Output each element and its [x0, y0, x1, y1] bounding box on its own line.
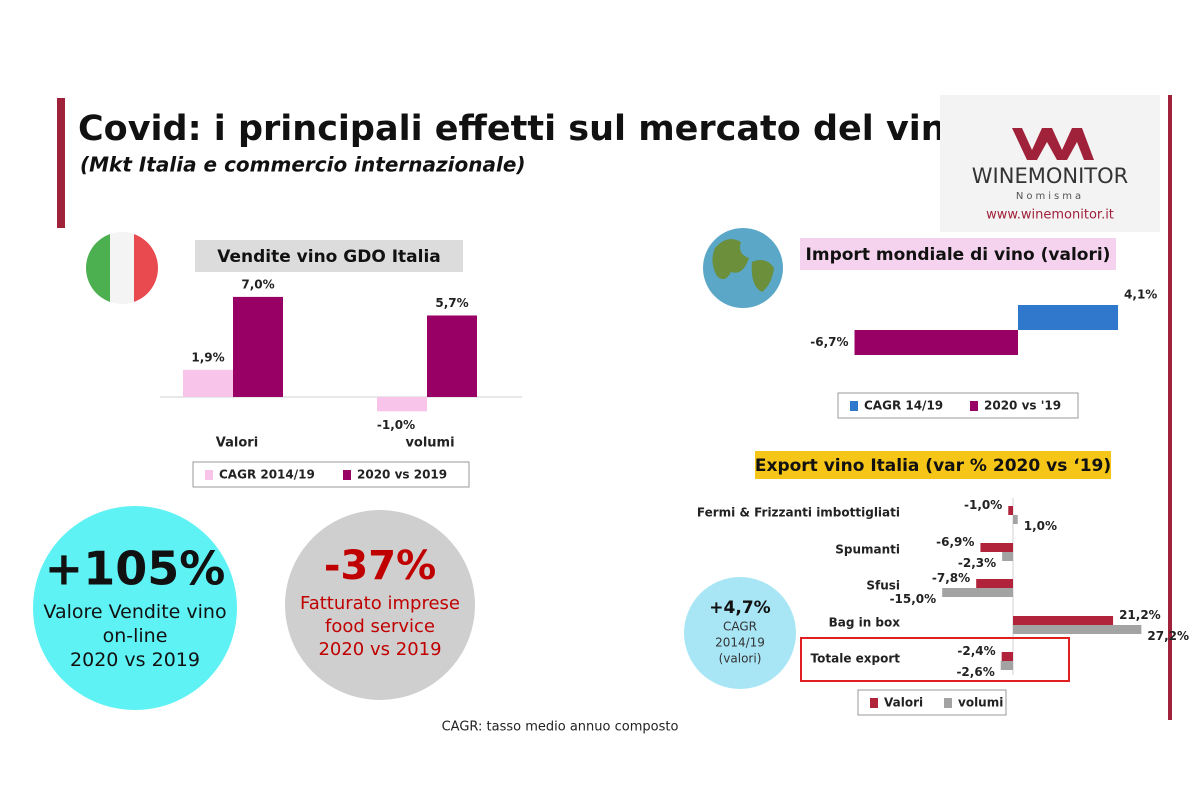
callout-text: food service [325, 616, 435, 637]
callout-value: +105% [45, 542, 226, 596]
legend-label: Valori [884, 696, 923, 710]
logo: WINEMONITOR Nomisma www.winemonitor.it [940, 95, 1160, 232]
legend-label: 2020 vs '19 [984, 399, 1061, 413]
data-label: 27,2% [1147, 629, 1189, 643]
logo-box [940, 95, 1160, 232]
bar [980, 543, 1013, 552]
legend-box [857, 689, 1007, 716]
accent-bar [57, 98, 65, 228]
bar [233, 296, 283, 397]
highlight-box [800, 637, 1070, 682]
chart-title: Import mondiale di vino (valori) [806, 245, 1111, 265]
bar [1013, 515, 1018, 524]
data-label: 21,2% [1119, 608, 1161, 622]
page-subtitle: (Mkt Italia e commercio internazionale) [80, 153, 526, 177]
y-tick-label: Sfusi [866, 579, 900, 593]
globe [703, 228, 783, 308]
data-label: 1,0% [1024, 519, 1057, 533]
callout-circle [285, 510, 475, 700]
data-label: 4,1% [1124, 288, 1157, 302]
bar [854, 330, 1018, 355]
legend-swatch [870, 698, 878, 708]
x-tick-label: Valori [216, 436, 258, 451]
bar [1002, 552, 1013, 561]
legend-label: CAGR 2014/19 [219, 468, 315, 482]
bar [183, 369, 233, 397]
data-label: -2,4% [957, 644, 995, 658]
callout-text: 2014/19 [715, 635, 765, 649]
logo-url: www.winemonitor.it [986, 208, 1114, 223]
data-label: -7,8% [932, 571, 970, 585]
data-label: -2,3% [958, 556, 996, 570]
legend-box [837, 392, 1079, 419]
y-tick-label: Bag in box [829, 616, 901, 630]
data-label: -2,6% [956, 665, 994, 679]
bar [1013, 625, 1142, 634]
logo-tagline: Nomisma [1016, 191, 1084, 202]
data-label: -1,0% [964, 498, 1002, 512]
legend-label: CAGR 14/19 [864, 399, 943, 413]
legend-label: volumi [958, 696, 1003, 710]
italy-flag [86, 232, 158, 304]
y-tick-label: Fermi & Frizzanti imbottigliati [697, 506, 900, 520]
chart-title: Vendite vino GDO Italia [217, 247, 441, 267]
legend-swatch [850, 401, 858, 411]
data-label: -1,0% [377, 418, 415, 432]
callout-value: -37% [324, 543, 436, 589]
data-label: -6,9% [936, 535, 974, 549]
callout-text: 2020 vs 2019 [70, 649, 200, 671]
data-label: 7,0% [241, 277, 274, 291]
callout-value: +4,7% [709, 598, 770, 618]
bar [942, 588, 1013, 597]
page-title: Covid: i principali effetti sul mercato … [78, 109, 970, 149]
legend-swatch [944, 698, 952, 708]
data-label: -15,0% [890, 592, 937, 606]
bar [1018, 305, 1119, 330]
bar [1008, 506, 1013, 515]
accent-line [1168, 95, 1172, 720]
callout-text: 2020 vs 2019 [318, 639, 441, 660]
callout-text: Fatturato imprese [300, 593, 460, 614]
legend-swatch [343, 470, 351, 480]
callout-circle [33, 506, 237, 710]
callout-text: on-line [103, 625, 168, 647]
legend-swatch [970, 401, 978, 411]
x-tick-label: volumi [405, 436, 454, 451]
bar [1000, 661, 1013, 670]
chart-title-box [800, 238, 1116, 270]
bar [377, 397, 427, 412]
chart-title-box [755, 451, 1111, 479]
y-tick-label: Totale export [811, 652, 901, 666]
bar [1013, 616, 1114, 625]
y-tick-label: Spumanti [835, 543, 900, 557]
bar [976, 579, 1013, 588]
legend-label: 2020 vs 2019 [357, 468, 447, 482]
callout-text: CAGR [723, 619, 757, 633]
chart-title-box [195, 240, 463, 272]
logo-name: WINEMONITOR [972, 164, 1128, 188]
legend-swatch [205, 470, 213, 480]
bar [427, 315, 477, 397]
data-label: 1,9% [191, 350, 224, 364]
footnote: CAGR: tasso medio annuo composto [442, 720, 679, 735]
callout-text: Valore Vendite vino [43, 601, 226, 623]
logo-mark [1012, 128, 1094, 160]
bar [1001, 652, 1013, 661]
legend-box [192, 461, 470, 488]
data-label: 5,7% [435, 296, 468, 310]
callout-circle [684, 577, 796, 689]
data-label: -6,7% [810, 335, 848, 349]
chart-title: Export vino Italia (var % 2020 vs ‘19) [755, 456, 1111, 476]
callout-text: (valori) [719, 651, 762, 665]
